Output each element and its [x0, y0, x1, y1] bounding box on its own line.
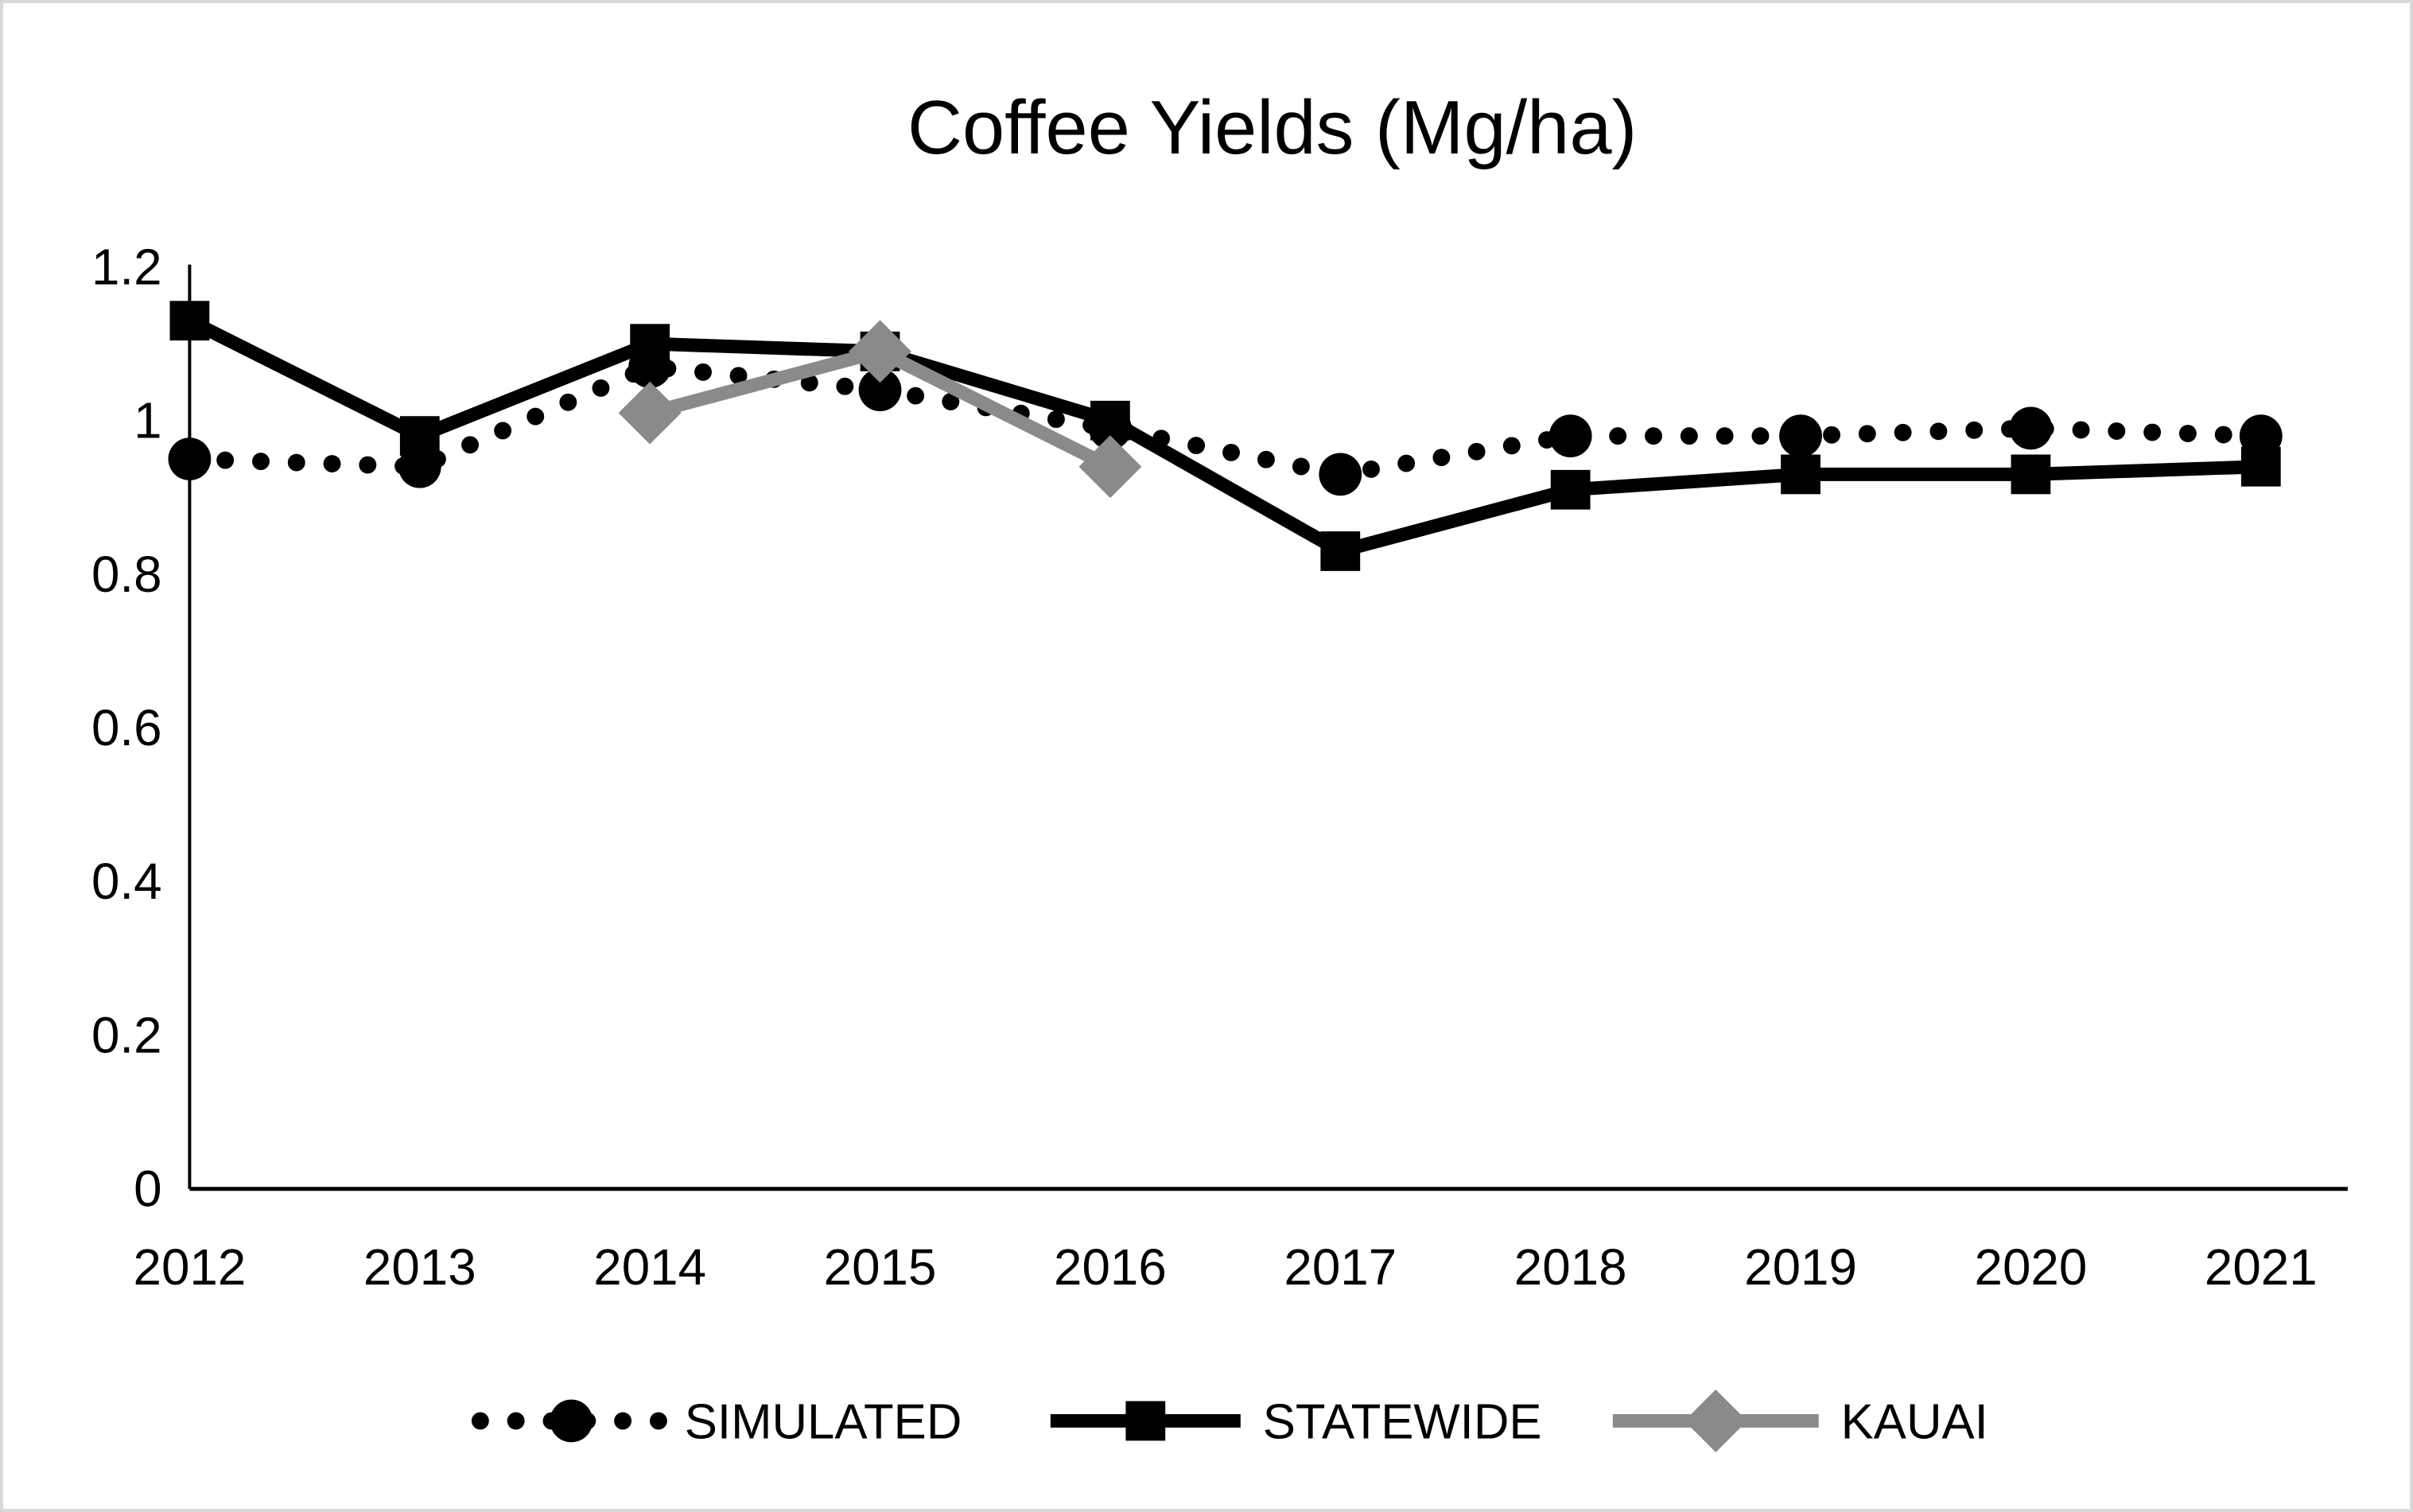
simulated-circle-marker — [168, 437, 212, 480]
legend-label-kauai: KAUAI — [1841, 1394, 1988, 1449]
statewide-square-marker — [169, 301, 210, 341]
x-tick-label: 2021 — [2205, 1238, 2318, 1296]
y-tick-label: 1.2 — [91, 239, 162, 296]
plot-area: 0 0.2 0.4 0.6 0.8 1 1.2 2012 2013 2014 2015 2016 201… — [91, 239, 2348, 1296]
series-line-statewide — [186, 314, 2262, 559]
series-line-simulated — [181, 358, 2270, 484]
statewide-square-marker — [399, 416, 440, 456]
kauai-diamond-marker — [849, 320, 911, 383]
simulated-circle-marker — [1319, 453, 1362, 496]
x-tick-label: 2013 — [363, 1238, 476, 1296]
y-tick-label: 0.4 — [91, 853, 162, 910]
statewide-square-marker — [1781, 454, 1820, 495]
statewide-square-marker — [1320, 531, 1361, 571]
chart-title: Coffee Yields (Mg/ha) — [907, 85, 1637, 170]
x-tick-label: 2012 — [134, 1238, 247, 1296]
simulated-circle-marker — [1779, 414, 1822, 457]
simulated-circle-marker — [858, 368, 902, 412]
x-tick-label: 2018 — [1514, 1238, 1627, 1296]
x-tick-label: 2017 — [1284, 1238, 1397, 1296]
legend-item-simulated: SIMULATED — [471, 1394, 962, 1449]
legend-label-statewide: STATEWIDE — [1263, 1394, 1542, 1449]
statewide-square-marker — [2011, 454, 2051, 495]
statewide-square-marker — [1550, 469, 1591, 510]
kauai-diamond-marker — [1078, 435, 1142, 499]
simulated-circle-marker — [2009, 406, 2053, 450]
statewide-square-marker — [1090, 400, 1130, 441]
coffee-yields-chart: Coffee Yields (Mg/ha) 0 0.2 0.4 0.6 0.8 1 1.2 2… — [91, 85, 2348, 1452]
legend-item-statewide: STATEWIDE — [1050, 1394, 1542, 1449]
simulated-circle-marker — [398, 445, 441, 488]
y-tick-label: 0.6 — [91, 699, 162, 756]
x-tick-label: 2015 — [824, 1238, 937, 1296]
kauai-diamond-marker — [618, 381, 682, 445]
series-statewide — [169, 301, 2281, 571]
legend-item-kauai: KAUAI — [1612, 1390, 1988, 1452]
y-tick-label: 0.8 — [91, 546, 162, 603]
simulated-circle-marker — [2239, 414, 2283, 457]
legend-simulated-circle-marker — [550, 1399, 593, 1443]
y-tick-label: 0.2 — [91, 1006, 162, 1063]
statewide-square-marker — [2240, 446, 2281, 487]
x-tick-label: 2020 — [1975, 1238, 2088, 1296]
legend-statewide-square-marker — [1125, 1401, 1166, 1441]
y-tick-label: 0 — [134, 1160, 161, 1218]
x-tick-label: 2014 — [593, 1238, 706, 1296]
legend-label-simulated: SIMULATED — [685, 1394, 962, 1449]
x-tick-label: 2019 — [1744, 1238, 1857, 1296]
y-tick-label: 1 — [134, 392, 161, 449]
chart-legend: SIMULATED STATEWIDE KAUAI — [471, 1390, 1988, 1452]
x-tick-label: 2016 — [1054, 1238, 1167, 1296]
legend-kauai-diamond-marker — [1684, 1390, 1747, 1452]
statewide-square-marker — [630, 324, 670, 364]
simulated-circle-marker — [1548, 414, 1592, 457]
